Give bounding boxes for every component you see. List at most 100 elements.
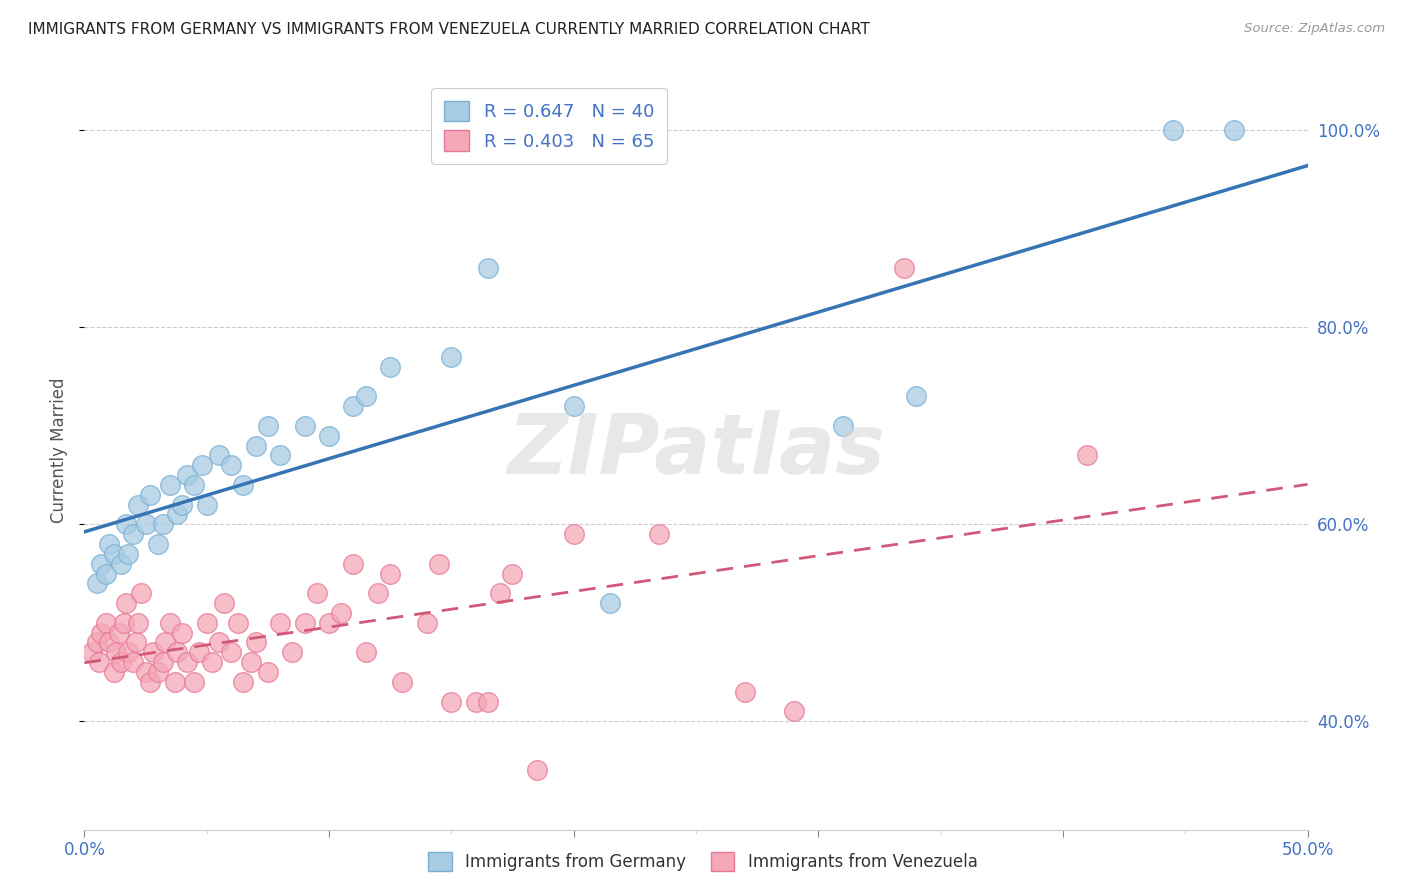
Point bbox=[502, 566, 524, 581]
Point bbox=[97, 537, 120, 551]
Point bbox=[228, 615, 250, 630]
Point bbox=[122, 527, 145, 541]
Point bbox=[219, 458, 242, 473]
Point bbox=[212, 596, 235, 610]
Point bbox=[152, 655, 174, 669]
Point bbox=[112, 615, 135, 630]
Point bbox=[103, 665, 125, 679]
Point bbox=[354, 645, 377, 659]
Point bbox=[115, 517, 138, 532]
Point bbox=[440, 350, 463, 364]
Point bbox=[146, 537, 169, 551]
Point bbox=[159, 615, 181, 630]
Point bbox=[232, 478, 254, 492]
Point bbox=[342, 399, 364, 413]
Legend: Immigrants from Germany, Immigrants from Venezuela: Immigrants from Germany, Immigrants from… bbox=[420, 843, 986, 880]
Point bbox=[342, 557, 364, 571]
Point bbox=[191, 458, 214, 473]
Point bbox=[127, 615, 149, 630]
Point bbox=[110, 557, 132, 571]
Point bbox=[1076, 449, 1098, 463]
Point bbox=[562, 527, 585, 541]
Point bbox=[176, 655, 198, 669]
Text: Source: ZipAtlas.com: Source: ZipAtlas.com bbox=[1244, 22, 1385, 36]
Point bbox=[245, 635, 267, 649]
Point bbox=[318, 428, 340, 442]
Point bbox=[115, 596, 138, 610]
Point bbox=[103, 547, 125, 561]
Point bbox=[380, 359, 402, 374]
Point bbox=[562, 399, 585, 413]
Point bbox=[245, 438, 267, 452]
Point bbox=[172, 625, 194, 640]
Point bbox=[107, 625, 129, 640]
Point bbox=[166, 508, 188, 522]
Point bbox=[526, 764, 548, 778]
Point bbox=[391, 674, 413, 689]
Point bbox=[153, 635, 176, 649]
Point bbox=[195, 498, 218, 512]
Point bbox=[257, 665, 280, 679]
Point bbox=[86, 635, 108, 649]
Point bbox=[195, 615, 218, 630]
Y-axis label: Currently Married: Currently Married bbox=[51, 377, 69, 524]
Point bbox=[80, 645, 103, 659]
Point bbox=[477, 694, 499, 708]
Point bbox=[122, 655, 145, 669]
Point bbox=[318, 615, 340, 630]
Point bbox=[734, 684, 756, 698]
Point bbox=[477, 261, 499, 276]
Point bbox=[294, 615, 316, 630]
Point bbox=[281, 645, 304, 659]
Point bbox=[831, 418, 853, 433]
Point bbox=[1161, 123, 1184, 137]
Point bbox=[200, 655, 222, 669]
Point bbox=[117, 547, 139, 561]
Point bbox=[416, 615, 439, 630]
Point bbox=[893, 261, 915, 276]
Point bbox=[105, 645, 128, 659]
Point bbox=[146, 665, 169, 679]
Point bbox=[139, 488, 162, 502]
Point bbox=[152, 517, 174, 532]
Point bbox=[905, 389, 928, 403]
Point bbox=[159, 478, 181, 492]
Point bbox=[239, 655, 262, 669]
Text: IMMIGRANTS FROM GERMANY VS IMMIGRANTS FROM VENEZUELA CURRENTLY MARRIED CORRELATI: IMMIGRANTS FROM GERMANY VS IMMIGRANTS FR… bbox=[28, 22, 870, 37]
Point bbox=[172, 498, 194, 512]
Point bbox=[135, 665, 157, 679]
Point bbox=[96, 566, 118, 581]
Point bbox=[269, 449, 291, 463]
Point bbox=[183, 478, 205, 492]
Point bbox=[305, 586, 328, 600]
Point bbox=[648, 527, 671, 541]
Point bbox=[464, 694, 486, 708]
Point bbox=[125, 635, 148, 649]
Point bbox=[367, 586, 389, 600]
Point bbox=[257, 418, 280, 433]
Point bbox=[127, 498, 149, 512]
Point bbox=[489, 586, 512, 600]
Point bbox=[166, 645, 188, 659]
Point bbox=[135, 517, 157, 532]
Point bbox=[208, 449, 231, 463]
Point bbox=[90, 557, 112, 571]
Point bbox=[219, 645, 242, 659]
Point bbox=[97, 635, 120, 649]
Point bbox=[188, 645, 211, 659]
Point bbox=[232, 674, 254, 689]
Point bbox=[427, 557, 450, 571]
Point bbox=[139, 674, 162, 689]
Point bbox=[294, 418, 316, 433]
Point bbox=[330, 606, 353, 620]
Legend: R = 0.647   N = 40, R = 0.403   N = 65: R = 0.647 N = 40, R = 0.403 N = 65 bbox=[432, 88, 666, 164]
Point bbox=[117, 645, 139, 659]
Point bbox=[110, 655, 132, 669]
Point bbox=[440, 694, 463, 708]
Point bbox=[129, 586, 152, 600]
Point bbox=[183, 674, 205, 689]
Point bbox=[599, 596, 621, 610]
Point bbox=[269, 615, 291, 630]
Text: ZIPatlas: ZIPatlas bbox=[508, 410, 884, 491]
Point bbox=[176, 468, 198, 483]
